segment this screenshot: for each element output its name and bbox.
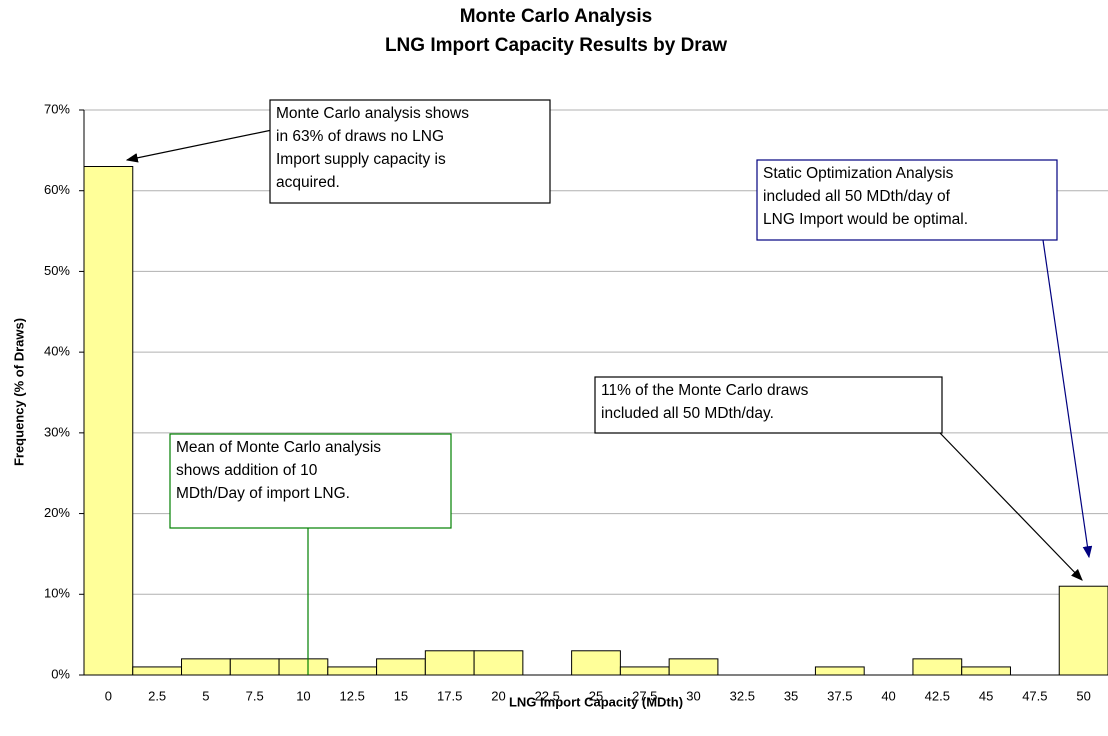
bar [961,666,1011,676]
bar [229,658,280,676]
x-tick-label: 50 [1076,688,1090,703]
y-tick-label: 60% [44,182,70,197]
bar [912,658,963,676]
x-tick-label: 2.5 [148,688,166,703]
annotation-text: included all 50 MDth/day. [601,405,774,422]
annotation-box [594,376,943,434]
bar [278,658,329,676]
x-tick-label: 42.5 [925,688,950,703]
x-tick-label: 7.5 [246,688,264,703]
bar [814,666,865,676]
annotation-arrow [1042,239,1093,559]
bar [619,666,670,676]
x-axis-title: LNG Import Capacity (MDth) [509,694,683,709]
x-tick-label: 10 [296,688,310,703]
x-tick-label: 37.5 [827,688,852,703]
bar [327,666,378,676]
x-tick-label: 40 [881,688,895,703]
x-tick-label: 20 [491,688,505,703]
x-tick-label: 15 [394,688,408,703]
annotation-text: Static Optimization Analysis [763,165,954,182]
annotation-text: included all 50 MDth/day of [763,188,951,205]
y-tick-label: 70% [44,101,70,116]
bar [1058,585,1108,676]
bar [571,650,621,676]
annotation-text: 11% of the Monte Carlo draws [601,382,809,399]
y-tick-label: 0% [51,666,70,681]
x-tick-label: 25 [589,688,603,703]
annotation-text: LNG Import would be optimal. [763,211,968,228]
y-tick-label: 10% [44,586,70,601]
y-tick-label: 30% [44,424,70,439]
annotation-box [756,159,1058,241]
y-tick-label: 20% [44,505,70,520]
bar [376,658,426,676]
y-axis-title: Frequency (% of Draws) [11,318,26,466]
x-tick-label: 47.5 [1022,688,1047,703]
bar [668,658,719,676]
bar [473,650,524,676]
annotation-arrow [125,129,273,163]
y-tick-label: 50% [44,263,70,278]
annotation-text: in 63% of draws no LNG [276,128,444,145]
bar [132,666,183,676]
annotation-text: shows addition of 10 [176,462,318,479]
annotation-box [269,99,551,204]
annotation-text: acquired. [276,174,340,191]
chart-title: LNG Import Capacity Results by Draw [385,35,727,56]
x-tick-label: 5 [202,688,209,703]
annotation-text: Mean of Monte Carlo analysis [176,439,381,456]
bar [181,658,231,676]
x-tick-label: 0 [105,688,112,703]
annotation-text: Monte Carlo analysis shows [276,105,469,122]
x-tick-label: 35 [784,688,798,703]
annotation-text: Import supply capacity is [276,151,446,168]
x-tick-label: 27.5 [632,688,657,703]
x-tick-label: 17.5 [437,688,462,703]
bar [83,166,134,676]
x-tick-label: 32.5 [730,688,755,703]
y-tick-label: 40% [44,344,70,359]
annotation-arrow [939,432,1083,581]
annotation-text: MDth/Day of import LNG. [176,485,350,502]
chart-title: Monte Carlo Analysis [460,6,653,27]
x-tick-label: 30 [686,688,700,703]
x-tick-label: 45 [979,688,993,703]
bar [424,650,475,676]
x-tick-label: 22.5 [535,688,560,703]
x-tick-label: 12.5 [340,688,365,703]
annotation-box [169,433,452,529]
